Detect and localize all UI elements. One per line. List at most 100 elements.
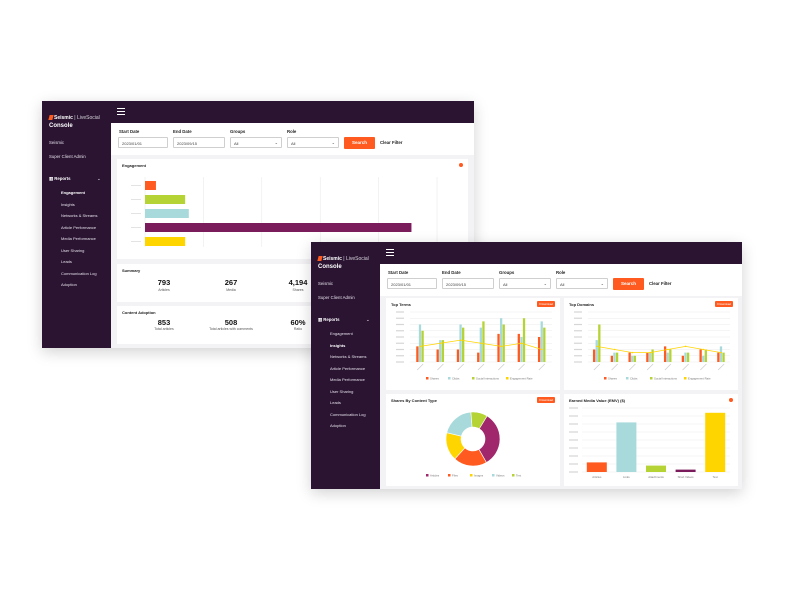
legend-swatch	[448, 474, 451, 477]
options-icon[interactable]	[459, 163, 463, 167]
legend-label: Social Interactions	[654, 377, 677, 381]
bar	[628, 352, 631, 362]
sidebar-item-article-performance[interactable]: Article Performance	[61, 225, 97, 230]
card-title: Top Domains	[569, 302, 595, 307]
sidebar-item-article-performance[interactable]: Article Performance	[330, 366, 366, 371]
emv-bar	[616, 422, 637, 472]
x-tick-label	[664, 363, 672, 371]
groups-select[interactable]: All ⌄	[499, 278, 551, 289]
bar	[477, 352, 480, 362]
line-point	[500, 345, 502, 348]
menu-icon[interactable]	[386, 249, 394, 256]
download-icon: ⭳	[538, 301, 540, 306]
emv-bar	[586, 462, 607, 472]
y-tick-label	[396, 311, 404, 313]
role-label: Role	[287, 129, 297, 134]
sidebar-link-super-client-admin[interactable]: Super Client Admin	[318, 295, 355, 300]
sidebar-item-user-sharing[interactable]: User Sharing	[61, 248, 85, 253]
bar	[684, 352, 687, 362]
sidebar-item-adoption[interactable]: Adoption	[61, 282, 77, 287]
sidebar-item-insights[interactable]: Insights	[61, 202, 75, 207]
y-tick-label	[396, 342, 404, 344]
y-tick-label	[396, 336, 404, 338]
sidebar-link-seismic[interactable]: Seismic	[49, 140, 65, 145]
sidebar-item-media-performance[interactable]: Media Performance	[330, 377, 365, 382]
y-tick-label	[569, 439, 578, 441]
sidebar-item-user-sharing[interactable]: User Sharing	[330, 389, 354, 394]
start-date-label: Start Date	[388, 270, 409, 275]
sidebar-link-seismic[interactable]: Seismic	[318, 281, 334, 286]
sidebar-reports-toggle[interactable]: ▥ Reports ⌄	[318, 317, 370, 322]
donut-slice	[470, 411, 488, 430]
clear-filter-button[interactable]: Clear Filter	[380, 140, 403, 145]
role-select[interactable]: All ⌄	[556, 278, 608, 289]
search-button[interactable]: Search	[344, 137, 375, 149]
y-tick-label	[396, 355, 404, 357]
legend-label: Engagement Rate	[688, 377, 711, 381]
sidebar-item-engagement[interactable]: Engagement	[61, 190, 86, 195]
seismic-icon	[317, 256, 323, 261]
chevron-down-icon: ⌄	[543, 281, 547, 286]
topbar	[380, 242, 742, 264]
line-point	[541, 348, 543, 351]
y-tick-label	[569, 423, 578, 425]
download-button[interactable]: ⭳ Download	[714, 301, 733, 307]
sidebar-item-communication-log[interactable]: Communication Log	[61, 271, 97, 276]
sidebar-item-media-performance[interactable]: Media Performance	[61, 236, 96, 241]
bar	[669, 349, 672, 362]
x-tick-label	[538, 363, 546, 371]
sidebar-item-insights[interactable]: Insights	[330, 343, 346, 348]
legend-label: Articles	[430, 474, 440, 478]
brand-logo: Seismic | LiveSocial	[317, 256, 369, 262]
download-button[interactable]: ⭳ Download	[536, 301, 555, 307]
menu-icon[interactable]	[117, 108, 125, 115]
filter-bar: Start Date 2023/01/01 End Date 2023/09/1…	[111, 123, 474, 155]
sidebar-reports-toggle[interactable]: ▥ Reports ⌄	[49, 176, 101, 181]
options-icon[interactable]	[729, 398, 733, 402]
bar	[613, 352, 616, 362]
y-tick-label	[569, 447, 578, 449]
download-button[interactable]: ⭳ Download	[536, 397, 555, 403]
stat-shares-value: 4,194	[288, 278, 308, 287]
start-date-label: Start Date	[119, 129, 140, 134]
engagement-bar	[145, 223, 412, 232]
bar	[704, 349, 707, 362]
start-date-input[interactable]: 2023/01/01	[118, 137, 168, 148]
clear-filter-button[interactable]: Clear Filter	[649, 281, 672, 286]
sidebar-item-leads[interactable]: Leads	[61, 259, 72, 264]
line-point	[631, 351, 634, 354]
emv-bar	[705, 412, 726, 472]
bar	[648, 352, 652, 362]
groups-select[interactable]: All ⌄	[230, 137, 282, 148]
sidebar-item-networks-streams[interactable]: Networks & Streams	[61, 213, 98, 218]
legend-swatch	[448, 377, 451, 380]
engagement-bar	[145, 237, 186, 246]
y-tick-label	[396, 317, 404, 319]
top-domains-card: Top Domains ⭳ Download Shares Clicks Socia…	[564, 298, 738, 390]
sidebar-link-super-client-admin[interactable]: Super Client Admin	[49, 154, 86, 159]
legend-label: Videos	[496, 474, 505, 478]
bar	[418, 324, 422, 362]
legend-label: Text	[516, 474, 521, 478]
sidebar-item-communication-log[interactable]: Communication Log	[330, 412, 366, 417]
sidebar-item-engagement[interactable]: Engagement	[330, 331, 353, 336]
chevron-down-icon: ⌄	[600, 281, 604, 286]
stat-articles-value: 793	[157, 278, 171, 287]
bar	[595, 340, 598, 362]
search-button[interactable]: Search	[613, 278, 644, 290]
end-date-input[interactable]: 2023/09/15	[173, 137, 225, 148]
role-select[interactable]: All ⌄	[287, 137, 339, 148]
emv-bar	[675, 469, 696, 472]
sidebar-item-leads[interactable]: Leads	[330, 400, 341, 405]
sidebar-item-adoption[interactable]: Adoption	[330, 423, 346, 428]
emv-chart: Articles Links Attachments Short Videos Text	[569, 407, 730, 479]
bar	[543, 327, 546, 362]
start-date-input[interactable]: 2023/01/01	[387, 278, 437, 289]
y-tick-label	[574, 342, 582, 344]
bar	[421, 330, 424, 362]
y-tick-label	[574, 323, 582, 326]
end-date-input[interactable]: 2023/09/15	[442, 278, 494, 289]
sidebar-item-networks-streams[interactable]: Networks & Streams	[330, 354, 367, 359]
brand-logo: Seismic | LiveSocial	[48, 115, 100, 121]
chevron-down-icon: ⌄	[274, 140, 278, 145]
